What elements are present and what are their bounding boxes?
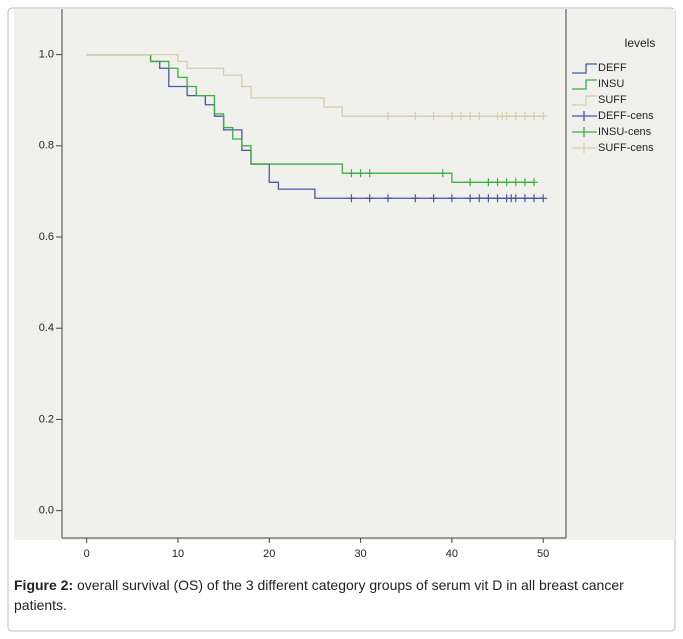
legend-label: INSU-cens [598,126,652,138]
censor-mark [383,112,392,121]
caption-text: overall survival (OS) of the 3 different… [14,577,624,613]
censor-mark [520,178,529,187]
censor-mark [530,178,539,187]
censor-mark [493,178,502,187]
censor-mark [365,169,374,178]
legend-label: SUFF [598,94,627,106]
legend-label: INSU [598,78,624,90]
survival-curve [86,53,544,117]
y-tick-label: 0.8 [39,140,54,152]
legend-symbol [572,111,597,121]
censor-mark [493,194,502,203]
censor-mark [447,194,456,203]
legend-symbol [572,79,597,90]
censor-mark [484,194,493,203]
legend-symbol [572,127,597,137]
survival-curve [86,53,544,199]
censor-mark [365,194,374,203]
legend-title: levels [625,36,656,50]
censor-mark [539,194,548,203]
y-tick-label: 0.2 [39,413,54,425]
censor-mark [511,194,520,203]
censor-mark [347,194,356,203]
x-tick-label: 40 [446,548,458,560]
y-tick-label: 0.0 [39,505,54,517]
legend-label: DEFF-cens [598,110,654,122]
censor-mark [530,194,539,203]
censor-mark [411,112,420,121]
censor-mark [466,178,475,187]
legend-symbol [572,95,597,106]
censor-mark [447,112,456,121]
censor-mark [484,178,493,187]
censor-mark [520,194,529,203]
censor-mark [475,194,484,203]
censor-mark [502,112,511,121]
x-tick-label: 30 [354,548,366,560]
x-tick-label: 10 [172,548,184,560]
legend-symbol [572,63,597,74]
censor-mark [347,169,356,178]
plot-background [14,9,675,540]
x-tick-label: 0 [84,548,90,560]
censor-mark [429,194,438,203]
caption-label: Figure 2: [14,577,74,593]
legend-label: DEFF [598,62,627,74]
censor-mark [457,112,465,121]
y-tick-labels: 0.0 0.2 0.4 0.6 0.8 1.0 [39,49,54,517]
x-tick-label: 20 [263,548,275,560]
censor-mark [539,112,548,121]
legend-symbol [572,143,597,153]
censor-mark [429,112,438,121]
y-tick-label: 0.4 [39,322,54,334]
censor-mark [438,169,447,178]
censor-mark [511,178,520,187]
caption: Figure 2: overall survival (OS) of the 3… [14,575,669,615]
censor-mark [466,112,475,121]
censor-mark [511,112,520,121]
censor-mark [475,112,484,121]
legend-label: SUFF-cens [598,142,654,154]
censor-mark [411,194,420,203]
y-tick-label: 1.0 [39,49,54,61]
censor-mark [530,112,539,121]
x-tick-label: 50 [537,548,549,560]
censor-mark [520,112,529,121]
survival-curve [86,53,535,183]
censor-mark [502,178,511,187]
censor-mark [383,194,392,203]
censor-mark [356,169,365,178]
y-tick-label: 0.6 [39,231,54,243]
censor-mark [466,194,475,203]
